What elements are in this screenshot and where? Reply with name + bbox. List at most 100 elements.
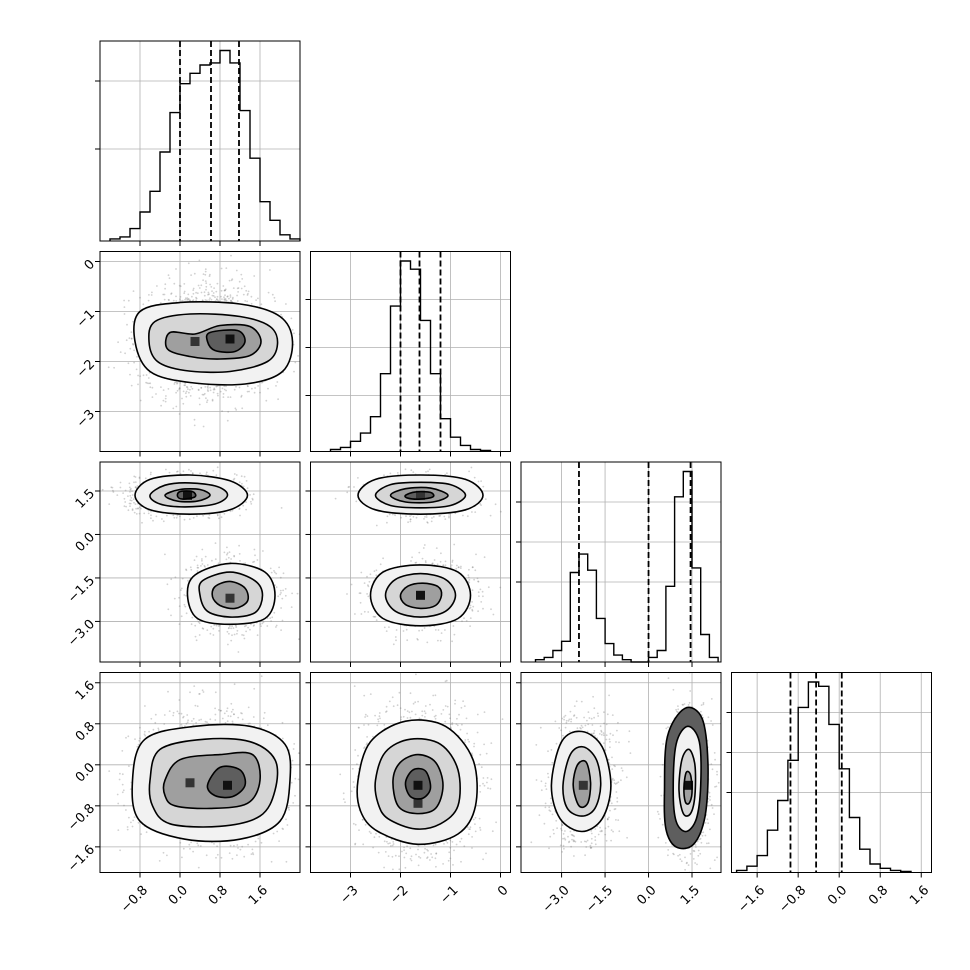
scatter-point: [238, 507, 241, 510]
scatter-point: [253, 548, 256, 551]
scatter-point: [116, 494, 119, 496]
scatter-point: [284, 588, 287, 590]
scatter-point: [191, 472, 194, 474]
scatter-point: [189, 388, 191, 391]
scatter-point: [241, 634, 244, 636]
scatter-point: [164, 287, 167, 290]
scatter-point: [130, 497, 133, 499]
scatter-point: [180, 589, 182, 591]
scatter-point: [252, 561, 254, 563]
scatter-point: [149, 473, 152, 476]
scatter-point: [123, 505, 126, 508]
scatter-point: [232, 478, 235, 481]
scatter-point: [290, 317, 293, 320]
scatter-point: [132, 343, 135, 346]
scatter-point: [127, 495, 129, 497]
scatter-point: [228, 279, 231, 282]
scatter-point: [226, 295, 229, 298]
scatter-point: [147, 512, 150, 515]
scatter-point: [190, 568, 193, 571]
scatter-point: [184, 298, 187, 301]
scatter-point: [183, 290, 186, 293]
scatter-point: [239, 560, 241, 562]
scatter-point: [245, 289, 248, 292]
scatter-point: [226, 630, 229, 633]
scatter-point: [133, 361, 136, 364]
scatter-point: [207, 390, 210, 392]
scatter-point: [256, 559, 259, 561]
scatter-point: [205, 288, 207, 291]
scatter-point: [273, 570, 275, 572]
scatter-point: [119, 849, 121, 852]
scatter-point: [213, 287, 216, 289]
scatter-point: [190, 470, 192, 472]
scatter-point: [270, 620, 272, 622]
scatter-point: [226, 552, 229, 555]
scatter-point: [125, 339, 128, 342]
scatter-point: [162, 389, 165, 391]
scatter-point: [127, 362, 130, 365]
scatter-point: [275, 385, 277, 387]
scatter-point: [178, 387, 181, 390]
scatter-point: [142, 303, 145, 306]
scatter-point: [134, 476, 137, 478]
scatter-point: [231, 509, 234, 512]
scatter-point: [224, 294, 226, 297]
scatter-point: [176, 470, 178, 473]
scatter-point: [212, 634, 215, 636]
scatter-point: [160, 404, 163, 407]
scatter-point: [251, 497, 254, 500]
scatter-point: [229, 510, 232, 513]
scatter-point: [197, 388, 200, 391]
scatter-point: [182, 390, 185, 393]
scatter-point: [156, 285, 158, 287]
scatter-point: [204, 268, 207, 271]
scatter-point: [167, 608, 170, 611]
scatter-point: [126, 323, 128, 326]
scatter-point: [231, 278, 234, 280]
scatter-point: [187, 388, 189, 390]
scatter-point: [200, 291, 203, 294]
scatter-point: [184, 392, 187, 395]
scatter-point: [194, 624, 197, 627]
scatter-point: [134, 481, 137, 483]
scatter-point: [212, 627, 215, 630]
scatter-point: [249, 494, 252, 496]
scatter-point: [136, 485, 139, 487]
scatter-point: [192, 517, 195, 519]
scatter-point: [206, 564, 209, 566]
scatter-point: [209, 632, 212, 635]
scatter-point: [236, 287, 239, 290]
scatter-point: [182, 847, 185, 850]
scatter-point: [236, 300, 239, 302]
scatter-point: [230, 639, 233, 642]
scatter-point: [274, 571, 276, 574]
scatter-point: [234, 407, 237, 410]
scatter-point: [206, 299, 208, 302]
scatter-point: [238, 386, 241, 389]
scatter-point: [141, 521, 143, 524]
scatter-point: [187, 579, 189, 582]
scatter-point: [207, 291, 210, 294]
scatter-point: [280, 507, 283, 509]
scatter-point: [129, 499, 132, 502]
scatter-point: [190, 385, 193, 388]
scatter-point: [139, 296, 141, 299]
scatter-point: [198, 622, 201, 625]
scatter-point: [215, 474, 218, 477]
scatter-point: [151, 291, 153, 294]
scatter-point: [176, 389, 179, 392]
scatter-point: [150, 514, 152, 517]
scatter-point: [170, 292, 173, 295]
scatter-point: [198, 287, 201, 289]
scatter-point: [200, 387, 203, 389]
scatter-point: [223, 299, 226, 301]
scatter-point: [236, 632, 238, 635]
scatter-point: [174, 576, 177, 579]
scatter-point: [173, 597, 176, 600]
scatter-point: [137, 383, 139, 386]
scatter-point: [245, 480, 248, 482]
scatter-point: [130, 331, 133, 334]
scatter-point: [135, 507, 138, 510]
scatter-point: [137, 507, 139, 510]
